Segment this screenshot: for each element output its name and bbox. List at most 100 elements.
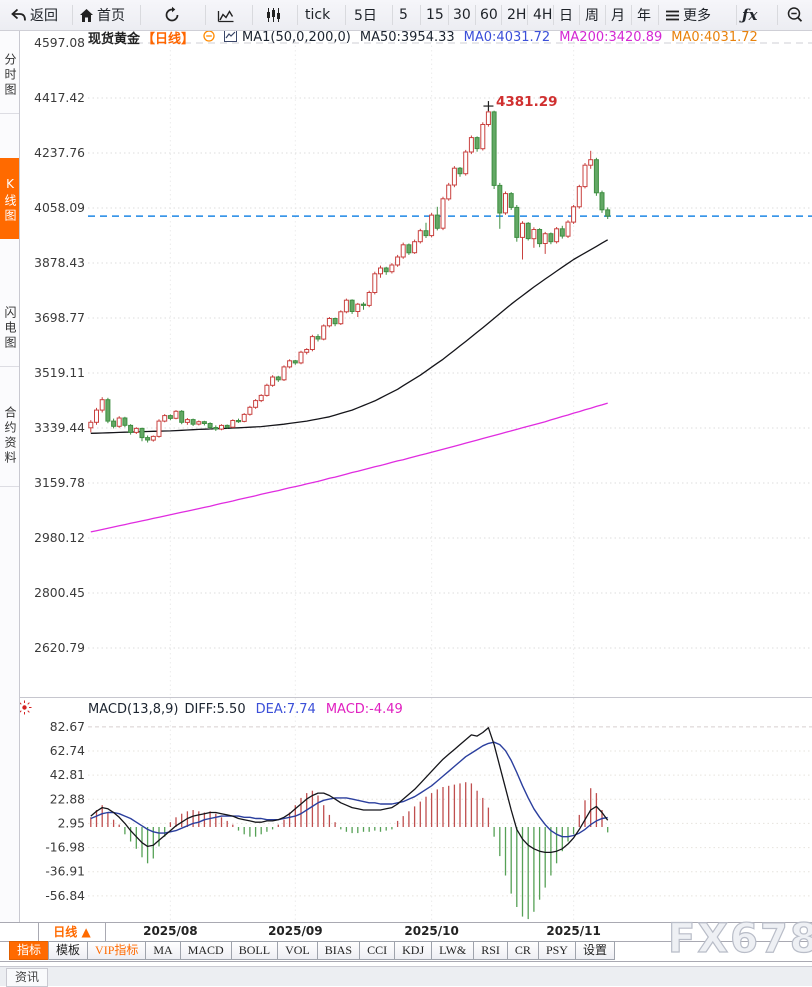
tab-ma[interactable]: MA <box>145 941 181 960</box>
x-axis-label: 2025/11 <box>546 924 601 938</box>
period-selector-button[interactable]: 日线 ▲ <box>38 923 106 941</box>
tab-vol[interactable]: VOL <box>277 941 318 960</box>
axis-label: 2800.45 <box>34 586 85 600</box>
period-15m-button[interactable]: 15 <box>426 7 444 23</box>
sidebar-item-kline-chart[interactable]: K线图 <box>0 158 19 239</box>
period-4h-button[interactable]: 4H <box>533 7 553 23</box>
ma0-value-blue: MA0:4031.72 <box>463 30 551 45</box>
period-year-button[interactable]: 年 <box>637 8 651 24</box>
tab-settings[interactable]: 设置 <box>574 941 615 960</box>
toolbar-separator <box>392 5 393 25</box>
macd-axis-labels: 82.67 62.74 42.81 22.88 2.95 -16.98 -36.91 -56.… <box>45 720 85 903</box>
more-button[interactable]: 更多 <box>665 0 711 30</box>
ma50-line <box>90 239 609 434</box>
symbol-name: 现货黄金 <box>88 32 141 47</box>
axis-label: 3339.44 <box>34 421 85 435</box>
zoom-out-icon <box>786 6 804 24</box>
candle-chart-button[interactable] <box>265 0 282 30</box>
period-2h-button[interactable]: 2H <box>507 7 527 23</box>
back-arrow-icon <box>10 8 27 23</box>
zoom-out-button[interactable] <box>786 0 804 30</box>
sidebar-item-time-chart[interactable]: 分时图 <box>0 33 19 114</box>
macd-dea-line <box>90 741 608 838</box>
toolbar-separator <box>297 5 298 25</box>
sidebar-item-contract-info[interactable]: 合约资料 <box>0 382 19 487</box>
tab-vip-indicator[interactable]: VIP指标 <box>87 941 147 960</box>
toolbar-separator <box>605 5 606 25</box>
high-marker-cross <box>483 101 494 112</box>
fx-button[interactable]: ƒx <box>742 6 758 24</box>
tab-bias[interactable]: BIAS <box>316 941 361 960</box>
tab-bar-underline <box>0 961 812 962</box>
period-week-button[interactable]: 周 <box>585 8 599 24</box>
period-month-button[interactable]: 月 <box>611 8 625 24</box>
period-5d-button[interactable]: 5日 <box>354 8 377 24</box>
toolbar-separator <box>448 5 449 25</box>
ma200-line <box>90 402 608 533</box>
sidebar: 分时图 K线图闪电图合约资料 <box>0 30 20 922</box>
tab-boll[interactable]: BOLL <box>230 941 279 960</box>
axis-label: -36.91 <box>45 865 85 879</box>
period-5m-button[interactable]: 5 <box>399 7 408 23</box>
tab-indicator[interactable]: 指标 <box>9 941 50 960</box>
toolbar-separator <box>579 5 580 25</box>
tab-psy[interactable]: PSY <box>537 941 576 960</box>
axis-label: 4417.42 <box>34 91 85 105</box>
high-price-label: 4381.29 <box>496 94 558 110</box>
toolbar-separator <box>527 5 528 25</box>
news-tab[interactable]: 资讯 <box>6 968 48 987</box>
toolbar-separator <box>72 5 73 25</box>
period-day-button[interactable]: 日 <box>559 8 573 24</box>
macd-macd-value: MACD:-4.49 <box>325 702 403 717</box>
macd-dea-value: DEA:7.74 <box>255 702 316 717</box>
tab-lw[interactable]: LW& <box>431 941 475 960</box>
sidebar-item-lightning-chart[interactable]: 闪电图 <box>0 286 19 367</box>
toolbar-separator <box>205 5 206 25</box>
macd-title: MACD(13,8,9) <box>88 702 179 717</box>
toolbar-separator <box>777 5 778 25</box>
period-60m-button[interactable]: 60 <box>480 7 498 23</box>
axis-label: 4237.76 <box>34 146 85 160</box>
area-chart-button[interactable] <box>217 0 235 30</box>
macd-diff-line <box>90 727 609 854</box>
axis-label: -16.98 <box>45 841 85 855</box>
indicator-tab-bar: 指标 模板 VIP指标 MA MACD BOLL VOL BIAS CCI KDJ LW& RSI CR… <box>9 941 615 961</box>
axis-label: 2.95 <box>58 816 85 830</box>
refresh-icon <box>163 6 181 24</box>
watermark: FX678 <box>667 915 812 962</box>
tab-template[interactable]: 模板 <box>48 941 89 960</box>
macd-diff-value: DIFF:5.50 <box>184 702 246 717</box>
status-bar: 资讯 <box>0 966 812 987</box>
axis-label: 82.67 <box>50 720 85 734</box>
x-axis-label: 2025/09 <box>268 924 323 938</box>
collapse-icon[interactable] <box>203 29 215 46</box>
tab-rsi[interactable]: RSI <box>473 941 508 960</box>
price-gridlines <box>88 42 812 649</box>
y-axis-labels: 4597.08 4417.42 4237.76 4058.09 3878.43 3698.… <box>34 36 85 655</box>
tab-cr[interactable]: CR <box>506 941 539 960</box>
tab-macd[interactable]: MACD <box>179 941 232 960</box>
period-30m-button[interactable]: 30 <box>453 7 471 23</box>
axis-label: 3519.11 <box>34 366 85 380</box>
axis-label: 62.74 <box>50 744 85 758</box>
tick-button[interactable]: tick <box>305 7 331 23</box>
toolbar-separator <box>252 5 253 25</box>
macd-gridlines <box>88 726 812 897</box>
toolbar-separator <box>631 5 632 25</box>
macd-header: MACD(13,8,9) DIFF:5.50 DEA:7.74 MACD:-4.… <box>88 702 403 717</box>
month-gridlines <box>169 32 575 921</box>
candles <box>88 109 611 443</box>
toolbar-separator <box>420 5 421 25</box>
tab-cci[interactable]: CCI <box>359 941 396 960</box>
toolbar-separator <box>501 5 502 25</box>
mini-chart-icon[interactable] <box>224 29 238 46</box>
axis-label: 3878.43 <box>34 256 85 270</box>
tab-kdj[interactable]: KDJ <box>394 941 433 960</box>
axis-label: -56.84 <box>45 889 85 903</box>
home-button[interactable]: 首页 <box>79 0 125 30</box>
back-button[interactable]: 返回 <box>10 0 58 30</box>
refresh-button[interactable] <box>163 0 181 30</box>
pane-divider <box>19 697 812 698</box>
price-chart[interactable]: 4597.08 4417.42 4237.76 4058.09 3878.43 3698.… <box>0 0 812 922</box>
chart-header: 现货黄金 【日线】 MA1(50,0,200,0) MA50:3954.33 MA… <box>88 29 758 47</box>
